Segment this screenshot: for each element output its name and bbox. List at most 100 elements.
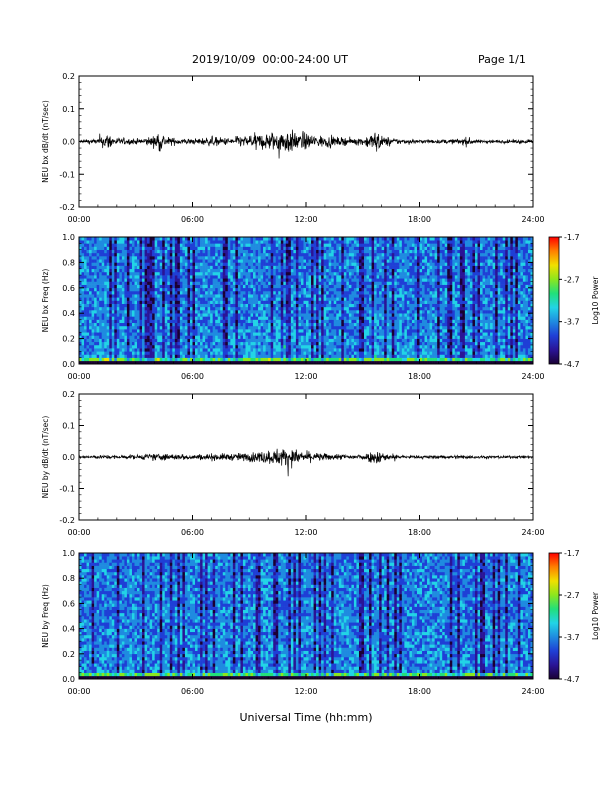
heatmap-cell xyxy=(94,335,97,339)
heatmap-cell xyxy=(157,294,161,298)
heatmap-cell xyxy=(316,246,319,250)
heatmap-cell xyxy=(263,300,266,304)
heatmap-cell xyxy=(232,271,236,276)
heatmap-cell xyxy=(84,310,87,314)
heatmap-cell xyxy=(295,249,299,254)
heatmap-cell xyxy=(285,325,289,330)
heatmap-cell xyxy=(323,281,327,285)
heatmap-cell xyxy=(295,265,299,270)
heatmap-cell xyxy=(134,322,138,327)
heatmap-cell xyxy=(323,240,327,244)
heatmap-cell xyxy=(356,290,360,295)
heatmap-cell xyxy=(111,252,115,257)
heatmap-cell xyxy=(303,265,307,270)
heatmap-cell xyxy=(114,265,118,270)
heatmap-cell xyxy=(353,306,357,311)
heatmap-cell xyxy=(253,249,256,254)
heatmap-cell xyxy=(154,338,158,343)
heatmap-cell xyxy=(369,300,372,304)
heatmap-cell xyxy=(268,290,271,295)
heatmap-cell xyxy=(260,303,264,308)
heatmap-cell xyxy=(169,265,173,270)
heatmap-cell xyxy=(159,306,163,311)
heatmap-cell xyxy=(247,338,251,343)
heatmap-cell xyxy=(144,246,148,250)
heatmap-cell xyxy=(268,332,271,336)
heatmap-cell xyxy=(106,316,110,320)
heatmap-cell xyxy=(212,287,216,292)
heatmap-cell xyxy=(300,294,304,298)
heatmap-cell xyxy=(280,265,284,270)
heatmap-cell xyxy=(222,252,226,257)
heatmap-cell xyxy=(285,300,289,304)
heatmap-cell xyxy=(303,344,307,349)
heatmap-cell xyxy=(189,259,193,263)
heatmap-cell xyxy=(230,360,234,365)
heatmap-cell xyxy=(295,237,299,241)
heatmap-cell xyxy=(116,354,120,358)
heatmap-cell xyxy=(300,325,304,330)
heatmap-cell xyxy=(147,268,150,273)
heatmap-cell xyxy=(293,297,297,301)
heatmap-cell xyxy=(182,281,186,285)
heatmap-cell xyxy=(174,303,178,308)
heatmap-cell xyxy=(134,240,138,244)
heatmap-cell xyxy=(144,252,148,257)
heatmap-cell xyxy=(285,249,289,254)
heatmap-cell xyxy=(265,237,269,241)
heatmap-cell xyxy=(374,278,377,282)
heatmap-cell xyxy=(109,332,113,336)
heatmap-cell xyxy=(326,348,329,352)
heatmap-cell xyxy=(212,268,216,273)
heatmap-cell xyxy=(167,268,171,273)
heatmap-cell xyxy=(273,338,277,343)
heatmap-cell xyxy=(86,351,90,355)
heatmap-cell xyxy=(258,310,261,314)
heatmap-cell xyxy=(260,240,264,244)
heatmap-cell xyxy=(222,300,226,304)
heatmap-cell xyxy=(353,351,357,355)
heatmap-cell xyxy=(371,357,375,362)
heatmap-cell xyxy=(311,240,314,244)
heatmap-cell xyxy=(142,319,145,324)
heatmap-cell xyxy=(381,294,385,298)
heatmap-cell xyxy=(280,294,284,298)
heatmap-cell xyxy=(366,252,370,257)
heatmap-cell xyxy=(106,335,110,339)
heatmap-cell xyxy=(295,297,299,301)
heatmap-cell xyxy=(237,268,241,273)
heatmap-cell xyxy=(298,243,302,247)
heatmap-cell xyxy=(270,268,274,273)
heatmap-cell xyxy=(232,354,236,358)
heatmap-cell xyxy=(333,354,337,358)
heatmap-cell xyxy=(240,332,244,336)
heatmap-cell xyxy=(91,246,95,250)
heatmap-cell xyxy=(311,344,314,349)
heatmap-cell xyxy=(369,256,372,260)
heatmap-cell xyxy=(207,275,211,279)
heatmap-cell xyxy=(316,275,319,279)
heatmap-cell xyxy=(121,351,125,355)
heatmap-cell xyxy=(104,268,108,273)
heatmap-cell xyxy=(79,246,82,250)
heatmap-cell xyxy=(358,287,362,292)
heatmap-cell xyxy=(371,316,375,320)
heatmap-cell xyxy=(89,332,92,336)
heatmap-cell xyxy=(207,300,211,304)
heatmap-cell xyxy=(263,281,266,285)
heatmap-cell xyxy=(336,332,340,336)
heatmap-cell xyxy=(288,300,292,304)
heatmap-cell xyxy=(333,300,337,304)
heatmap-cell xyxy=(152,316,155,320)
heatmap-cell xyxy=(81,262,85,266)
heatmap-cell xyxy=(91,297,95,301)
heatmap-cell xyxy=(215,354,219,358)
heatmap-cell xyxy=(358,319,362,324)
heatmap-cell xyxy=(222,243,226,247)
heatmap-cell xyxy=(217,246,221,250)
heatmap-cell xyxy=(364,262,367,266)
heatmap-cell xyxy=(343,268,347,273)
heatmap-cell xyxy=(336,259,340,263)
heatmap-cell xyxy=(353,360,357,365)
heatmap-cell xyxy=(288,344,292,349)
